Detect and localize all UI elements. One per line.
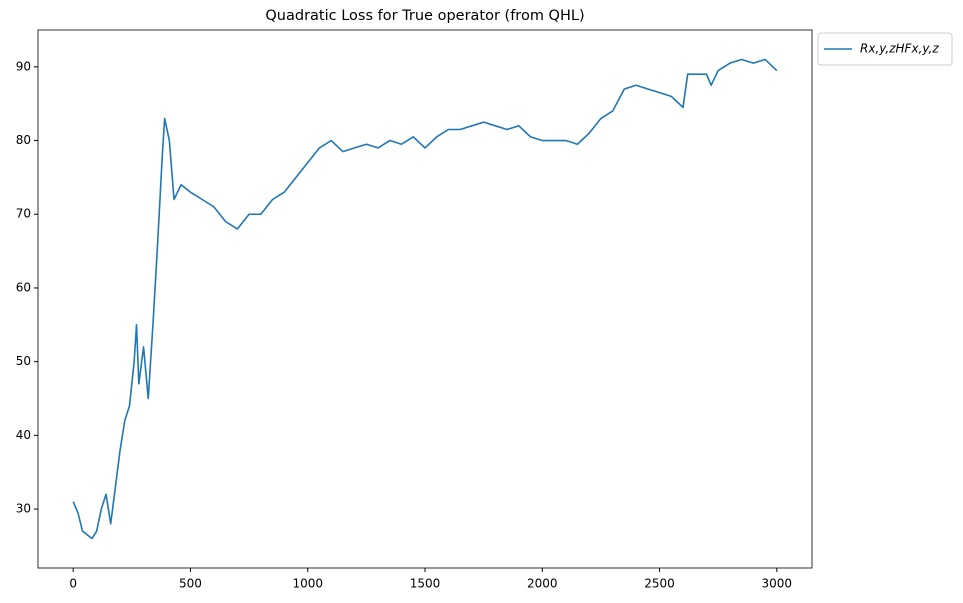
y-tick-label: 50: [16, 354, 31, 368]
y-tick-label: 70: [16, 207, 31, 221]
x-tick-label: 2500: [644, 577, 675, 591]
chart-title: Quadratic Loss for True operator (from Q…: [265, 8, 584, 24]
y-tick-label: 60: [16, 280, 31, 294]
data-line: [72, 58, 778, 540]
y-tick-label: 40: [16, 428, 31, 442]
x-tick-label: 500: [179, 577, 202, 591]
y-tick-label: 80: [16, 133, 31, 147]
x-tick-label: 1000: [292, 577, 323, 591]
legend-label: Rx,y,zHFx,y,z: [860, 42, 939, 56]
x-tick-label: 0: [69, 577, 77, 591]
x-tick-label: 3000: [762, 577, 793, 591]
y-tick-label: 30: [16, 502, 31, 516]
y-tick-label: 90: [16, 59, 31, 73]
legend-box: [817, 32, 953, 66]
plot-frame: [37, 29, 813, 569]
x-tick-label: 2000: [527, 577, 558, 591]
x-tick-label: 1500: [410, 577, 441, 591]
